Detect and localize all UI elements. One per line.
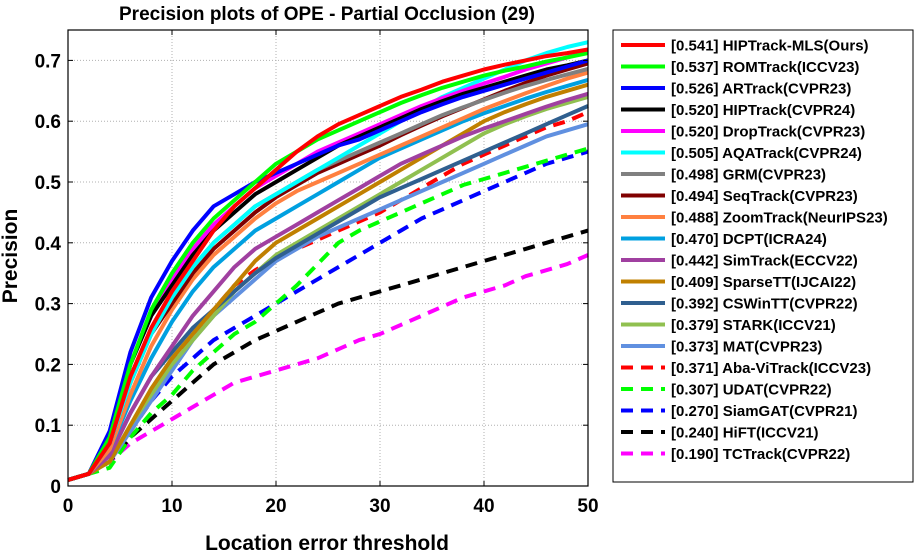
legend-label-14: [0.379] STARK(ICCV21) [671,317,836,334]
series-line-3 [67,58,589,482]
legend-label-20: [0.190] TCTrack(CVPR22) [671,446,850,463]
x-tick-label: 40 [473,496,494,517]
legend-label-19: [0.240] HiFT(ICCV21) [671,425,819,442]
chart-title: Precision plots of OPE - Partial Occlusi… [119,4,535,25]
series-line-6 [67,40,589,482]
y-tick-label: 0.4 [35,234,62,255]
series-line-11 [67,91,589,482]
x-tick-label: 20 [265,496,286,517]
y-tick-label: 0 [50,477,61,498]
series-line-12 [67,82,589,482]
series-line-20 [67,253,589,482]
legend-label-17: [0.307] UDAT(CVPR22) [671,382,832,399]
legend: [0.541] HIPTrack-MLS(Ours) [0.537] ROMTra… [612,29,914,483]
series-line-1 [67,47,589,482]
legend-label-1: [0.541] HIPTrack-MLS(Ours) [671,38,869,55]
legend-label-13: [0.392] CSWinTT(CVPR22) [671,296,858,313]
legend-label-7: [0.498] GRM(CVPR23) [671,167,826,184]
legend-label-5: [0.520] DropTrack(CVPR23) [671,124,865,141]
y-tick-label: 0.5 [35,173,62,194]
y-tick-label: 0.2 [35,355,61,376]
series-line-19 [67,228,589,482]
x-tick-label: 10 [161,496,182,517]
legend-label-2: [0.537] ROMTrack(ICCV23) [671,59,859,76]
legend-label-11: [0.442] SimTrack(ECCV22) [671,253,858,270]
axis-ticks: 0 10 20 30 40 50 0 0.1 0.2 0.3 0.4 0.5 0.6 0.7 [35,30,599,517]
y-tick-label: 0.6 [35,112,61,133]
legend-label-10: [0.470] DCPT(ICRA24) [671,231,827,248]
x-axis-label: Location error threshold [205,532,449,555]
legend-label-18: [0.270] SiamGAT(CVPR21) [671,403,857,420]
series-line-14 [67,94,589,482]
series-line-15 [67,122,589,482]
x-tick-label: 50 [577,496,598,517]
legend-label-12: [0.409] SparseTT(IJCAI22) [671,274,856,291]
x-tick-label: 30 [369,496,390,517]
series-group [67,40,589,482]
y-tick-label: 0.3 [35,295,61,316]
legend-label-9: [0.488] ZoomTrack(NeurIPS23) [671,210,888,227]
y-axis-label: Precision [0,209,22,304]
series-line-17 [67,146,589,482]
legend-label-15: [0.373] MAT(CVPR23) [671,339,822,356]
y-tick-label: 0.1 [35,416,62,437]
legend-box [612,29,914,483]
series-line-5 [67,49,589,482]
series-line-9 [67,70,589,482]
legend-label-4: [0.520] HIPTrack(CVPR24) [671,102,855,119]
legend-label-8: [0.494] SeqTrack(CVPR23) [671,188,858,205]
plot-frame [67,29,589,487]
y-tick-label: 0.7 [35,51,61,72]
series-line-10 [67,77,589,482]
legend-label-3: [0.526] ARTrack(CVPR23) [671,81,851,98]
series-line-2 [67,51,589,482]
x-tick-label: 0 [63,496,74,517]
legend-label-16: [0.371] Aba-ViTrack(ICCV23) [671,360,871,377]
legend-label-6: [0.505] AQATrack(CVPR24) [671,145,862,162]
